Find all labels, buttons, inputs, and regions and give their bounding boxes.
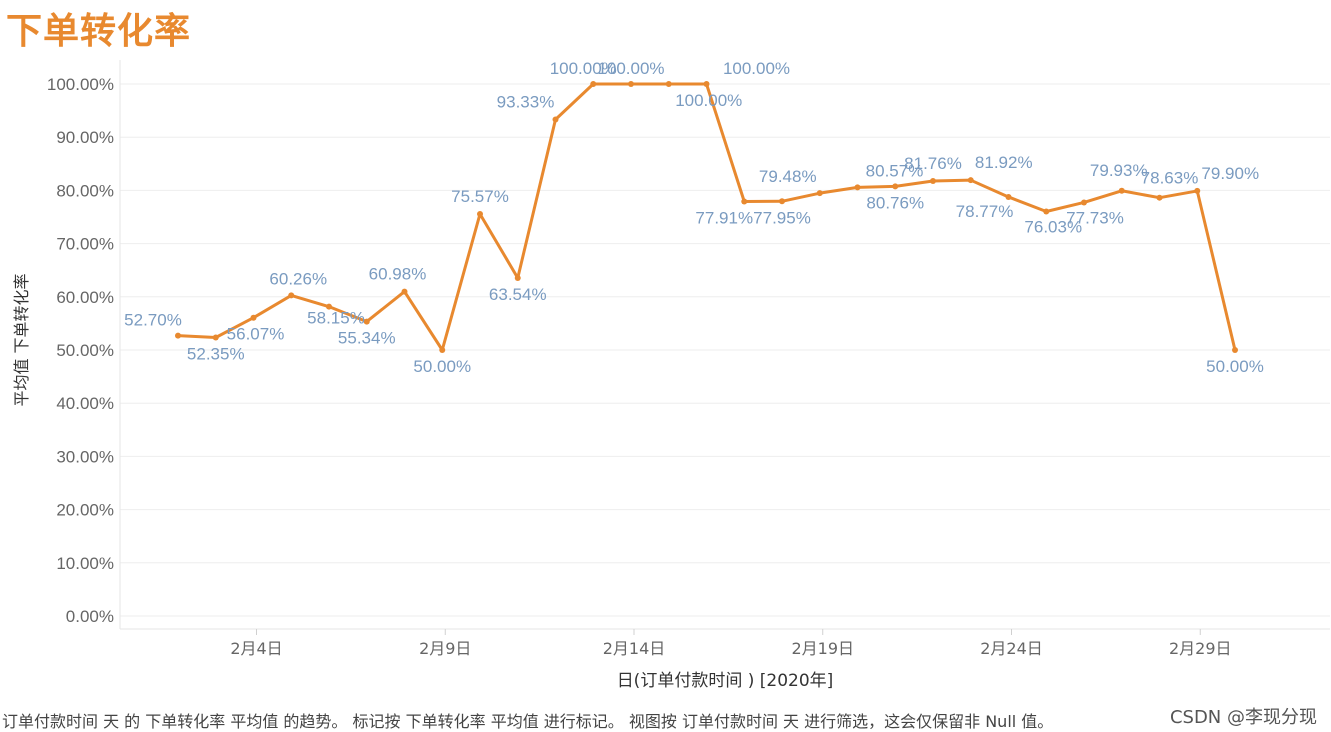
data-label: 56.07% xyxy=(227,325,285,344)
data-label: 78.63% xyxy=(1141,169,1199,188)
y-tick-label: 50.00% xyxy=(56,341,114,360)
data-point xyxy=(1232,347,1238,353)
data-label: 80.57% xyxy=(866,161,924,180)
data-label: 93.33% xyxy=(497,92,555,111)
x-tick-label: 2月29日 xyxy=(1169,639,1232,658)
data-point xyxy=(514,274,521,281)
y-tick-label: 80.00% xyxy=(56,181,114,200)
data-label: 79.93% xyxy=(1090,161,1148,180)
data-point xyxy=(1005,193,1012,200)
y-tick-label: 70.00% xyxy=(56,235,114,254)
y-tick-label: 100.00% xyxy=(47,75,114,94)
data-label: 100.00% xyxy=(550,59,617,78)
data-point xyxy=(590,81,597,87)
x-tick-label: 2月4日 xyxy=(230,639,282,658)
y-tick-label: 10.00% xyxy=(56,554,114,573)
y-tick-label: 20.00% xyxy=(56,501,114,520)
data-point xyxy=(703,81,710,87)
data-label: 79.48% xyxy=(759,167,817,186)
y-tick-label: 0.00% xyxy=(66,607,114,626)
x-tick-label: 2月24日 xyxy=(980,639,1043,658)
data-label: 78.77% xyxy=(956,202,1014,221)
y-tick-label: 90.00% xyxy=(56,128,114,147)
data-label: 75.57% xyxy=(451,187,509,206)
data-point xyxy=(779,198,785,205)
data-label: 77.95% xyxy=(753,208,811,227)
data-point xyxy=(326,303,332,310)
data-point xyxy=(363,318,370,325)
chart-caption: 订单付款时间 天 的 下单转化率 平均值 的趋势。 标记按 下单转化率 平均值 … xyxy=(2,712,1054,731)
data-label: 60.26% xyxy=(269,269,327,288)
data-point xyxy=(930,178,936,185)
data-point xyxy=(628,81,634,87)
data-point xyxy=(1194,187,1201,194)
data-point xyxy=(212,334,219,341)
data-point xyxy=(401,288,408,295)
data-label: 100.00% xyxy=(723,59,790,78)
data-label: 79.90% xyxy=(1201,164,1259,183)
data-point xyxy=(288,292,295,299)
data-point xyxy=(1043,208,1050,215)
data-label: 76.03% xyxy=(1024,218,1082,237)
y-tick-label: 60.00% xyxy=(56,288,114,307)
data-point xyxy=(741,198,748,205)
y-tick-label: 30.00% xyxy=(56,447,114,466)
data-point xyxy=(665,81,672,87)
watermark: CSDN @李现分现 xyxy=(1169,707,1317,728)
data-label: 50.00% xyxy=(413,357,471,376)
data-label: 63.54% xyxy=(489,285,547,304)
data-label: 77.73% xyxy=(1066,208,1124,227)
x-axis-title: 日(订单付款时间 ) [2020年] xyxy=(617,671,834,691)
data-label: 52.70% xyxy=(124,311,182,330)
x-tick-label: 2月14日 xyxy=(603,639,666,658)
data-label: 100.00% xyxy=(597,59,664,78)
data-label: 81.76% xyxy=(904,154,962,173)
data-point xyxy=(439,347,446,353)
data-point xyxy=(1156,194,1163,201)
data-label: 77.91% xyxy=(695,209,753,228)
data-point xyxy=(967,177,974,184)
data-point xyxy=(854,184,861,191)
data-label: 55.34% xyxy=(338,329,396,348)
data-point xyxy=(175,332,181,339)
data-label: 100.00% xyxy=(675,91,742,110)
data-label: 50.00% xyxy=(1206,357,1264,376)
data-label: 60.98% xyxy=(369,265,427,284)
data-point xyxy=(250,314,257,321)
data-label: 80.76% xyxy=(866,193,924,212)
data-point xyxy=(552,116,559,123)
data-point xyxy=(892,183,899,190)
page-title: 下单转化率 xyxy=(6,11,192,52)
y-axis-title: 平均值 下单转化率 xyxy=(12,273,31,406)
data-label: 81.92% xyxy=(975,153,1033,172)
y-tick-label: 40.00% xyxy=(56,394,114,413)
data-point xyxy=(1081,199,1087,206)
data-point xyxy=(1118,187,1125,194)
data-label: 58.15% xyxy=(307,309,365,328)
x-tick-label: 2月9日 xyxy=(419,639,471,658)
x-tick-label: 2月19日 xyxy=(791,639,854,658)
data-point xyxy=(816,190,823,197)
data-point xyxy=(477,210,483,217)
data-label: 52.35% xyxy=(187,344,245,363)
